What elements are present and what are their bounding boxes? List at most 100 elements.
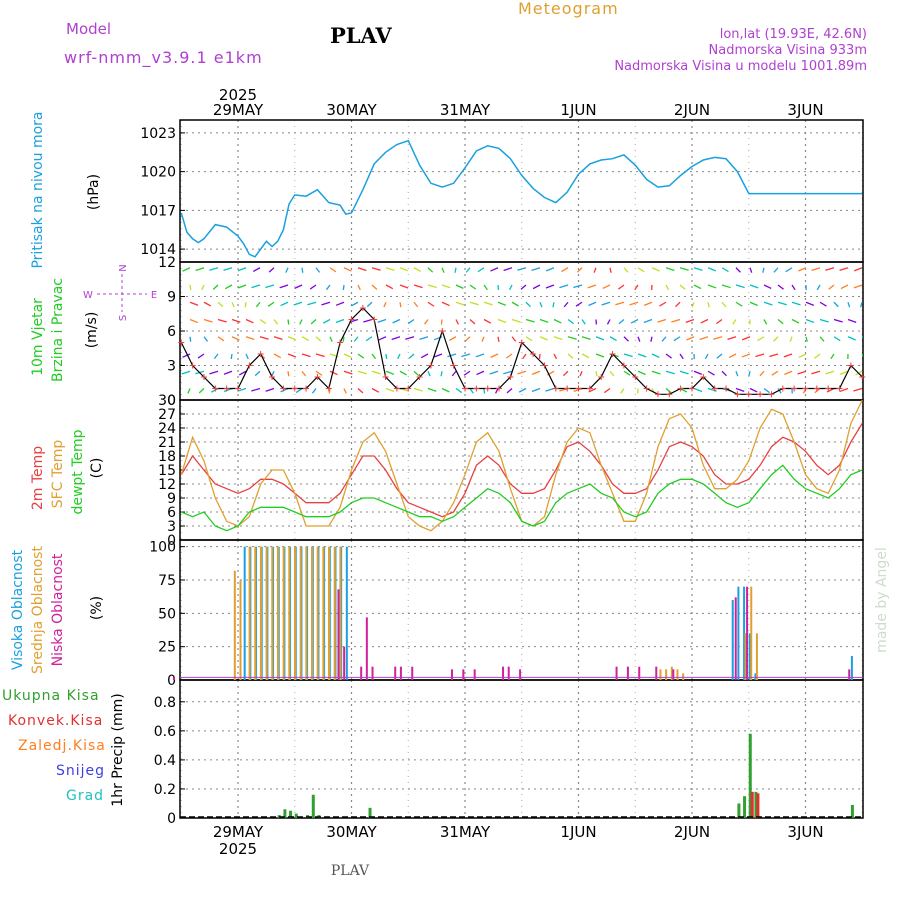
wind-arrow bbox=[357, 267, 367, 272]
lonlat-label: lon,lat (19.93E, 42.6N) bbox=[720, 27, 867, 42]
precip-label-snow: Snijeg bbox=[56, 763, 105, 779]
y-tick-label: 15 bbox=[158, 463, 176, 479]
y-tick-label: 24 bbox=[158, 421, 176, 437]
wind-arrow bbox=[427, 267, 434, 273]
wind-arrow bbox=[210, 387, 219, 393]
wind-arrow bbox=[603, 387, 611, 394]
top-date-label: 3JUN bbox=[787, 101, 823, 119]
cloud-bar bbox=[345, 546, 348, 680]
wind-arrow bbox=[267, 301, 275, 307]
y-tick-label: 3 bbox=[167, 519, 176, 535]
precip-bar bbox=[750, 791, 754, 818]
precip-label-total: Ukupna Kisa bbox=[2, 688, 100, 704]
wind-arrow bbox=[427, 387, 437, 392]
wind-arrow bbox=[245, 353, 249, 360]
wind-arrow bbox=[819, 336, 825, 342]
wind-arrow bbox=[707, 267, 717, 272]
cloud-bar bbox=[737, 586, 740, 680]
wind-title-1: 10m Vjetar bbox=[30, 298, 46, 376]
wind-marker bbox=[552, 385, 559, 392]
precip-label-conv: Konvek.Kisa bbox=[8, 713, 103, 729]
wind-arrow bbox=[371, 267, 381, 271]
wind-arrow bbox=[819, 301, 827, 307]
y-tick-label: 1014 bbox=[140, 242, 176, 258]
wind-arrow bbox=[609, 267, 612, 273]
wind-arrow bbox=[335, 318, 345, 324]
wind-arrow bbox=[201, 284, 205, 291]
wind-arrow bbox=[476, 370, 485, 376]
wind-arrow bbox=[371, 387, 380, 393]
wind-arrow bbox=[299, 319, 303, 325]
temp-label-2m: 2m Temp bbox=[30, 446, 46, 510]
wind-arrow bbox=[618, 319, 625, 325]
compass-w: W bbox=[83, 290, 93, 301]
cloud-bar bbox=[755, 633, 758, 680]
wind-arrow bbox=[860, 302, 863, 308]
wind-arrow bbox=[440, 319, 443, 325]
wind-arrow bbox=[182, 353, 191, 358]
wind-arrows bbox=[181, 267, 863, 394]
wind-arrow bbox=[716, 353, 723, 359]
wind-arrow bbox=[259, 336, 269, 340]
y-tick-label: 100 bbox=[149, 540, 176, 556]
wind-marker bbox=[496, 385, 503, 392]
bottom-date-label: 2JUN bbox=[674, 823, 710, 841]
wind-arrow bbox=[511, 336, 517, 342]
cloud-bar bbox=[288, 546, 291, 680]
wind-arrow bbox=[651, 267, 660, 272]
wind-arrow bbox=[757, 336, 765, 342]
cloud-bar bbox=[519, 669, 522, 680]
wind-arrow bbox=[399, 370, 407, 376]
wind-arrow bbox=[505, 353, 513, 359]
wind-arrow bbox=[762, 267, 765, 273]
y-tick-label: 6 bbox=[167, 505, 176, 521]
wind-arrow bbox=[773, 267, 779, 273]
wind-arrow bbox=[623, 370, 631, 376]
wind-marker bbox=[586, 385, 593, 392]
wind-arrow bbox=[833, 318, 843, 323]
cloud-bar bbox=[172, 677, 175, 680]
wind-arrow bbox=[707, 302, 710, 308]
y-tick-label: 25 bbox=[158, 640, 176, 656]
wind-arrow bbox=[441, 387, 450, 393]
wind-arrow bbox=[797, 370, 807, 375]
wind-arrow bbox=[244, 302, 247, 308]
wind-marker bbox=[235, 385, 241, 392]
wind-arrow bbox=[198, 388, 205, 394]
cloud-bar bbox=[734, 597, 737, 680]
wind-arrow bbox=[343, 370, 353, 375]
wind-arrow bbox=[433, 353, 443, 358]
model-name: wrf-nmm_v3.9.1 e1km bbox=[64, 48, 263, 68]
wind-marker bbox=[530, 351, 537, 357]
temp-line-2 bbox=[181, 464, 863, 532]
cloud-bar bbox=[626, 666, 629, 680]
wind-arrow bbox=[483, 284, 488, 291]
wind-arrow bbox=[455, 301, 465, 306]
wind-marker bbox=[291, 385, 298, 392]
wind-arrow bbox=[441, 301, 450, 307]
cloud-bar bbox=[399, 666, 402, 680]
wind-arrow bbox=[777, 284, 784, 290]
wind-marker bbox=[314, 374, 321, 380]
bottom-date-labels: 29MAY 30MAY 31MAY 1JUN 2JUN 3JUN bbox=[213, 823, 824, 841]
wind-arrow bbox=[419, 336, 429, 340]
wind-arrow bbox=[814, 353, 821, 359]
wind-arrow bbox=[819, 318, 829, 323]
wind-compass: N S W E bbox=[83, 264, 157, 321]
wind-arrow bbox=[329, 370, 338, 376]
cloud-bar bbox=[655, 666, 658, 680]
cloud-bar bbox=[615, 666, 618, 680]
station-title: PLAV bbox=[330, 23, 392, 48]
cloud-bar bbox=[473, 669, 476, 680]
pressure-line bbox=[180, 139, 863, 258]
wind-marker bbox=[859, 374, 866, 380]
cloud-bar bbox=[293, 546, 296, 680]
wind-arrow bbox=[280, 301, 289, 307]
wind-arrow bbox=[315, 353, 325, 358]
wind-marker bbox=[768, 391, 775, 398]
wind-arrow bbox=[735, 267, 741, 273]
wind-arrow bbox=[651, 353, 660, 359]
wind-arrow bbox=[517, 267, 527, 271]
wind-arrow bbox=[449, 336, 457, 342]
